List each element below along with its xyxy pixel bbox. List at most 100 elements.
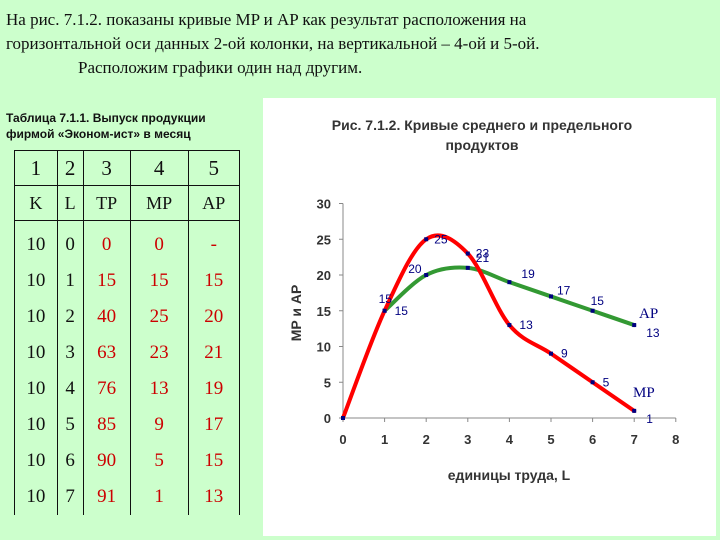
x-tick-label: 8 (672, 432, 679, 447)
data-label-mp: 9 (561, 347, 568, 361)
table-row: 10 2 40 25 20 (14, 299, 241, 335)
intro-line-3: Расположим графики один над другим. (78, 58, 363, 77)
data-label-mp: 5 (603, 375, 610, 389)
intro-text: На рис. 7.1.2. показаны кривые MP и AP к… (6, 8, 706, 80)
table-cell: 13 (187, 479, 241, 515)
table-cell: 6 (56, 443, 84, 479)
production-table: 1 2 3 4 5 K L TP MP AP 10 0 0 0-10 1 15 15 15 10… (14, 150, 241, 515)
table-row: 10 0 0 0- (14, 220, 241, 263)
curve-label-mp: MP (633, 385, 655, 401)
data-point-mp (590, 380, 595, 385)
data-point-mp (382, 308, 387, 313)
column-number: 1 (14, 150, 58, 186)
y-tick-label: 0 (324, 411, 331, 426)
data-label-ap: 17 (557, 283, 571, 297)
table-cell: 19 (187, 371, 241, 407)
data-point-mp (341, 416, 345, 420)
table-cell: - (187, 220, 241, 263)
data-label-ap: 20 (408, 262, 422, 276)
table-cell: 10 (14, 299, 58, 335)
column-header-tp: TP (82, 185, 131, 221)
table-cell: 5 (129, 443, 189, 479)
data-point-ap (424, 273, 429, 277)
table-cell: 21 (187, 335, 241, 371)
table-cell: 15 (187, 443, 241, 479)
intro-line-1: На рис. 7.1.2. показаны кривые MP и AP к… (6, 10, 527, 29)
table-cell: 10 (14, 443, 58, 479)
column-number-row: 1 2 3 4 5 (14, 150, 241, 186)
x-tick-label: 4 (506, 432, 514, 447)
data-point-ap (549, 294, 553, 299)
data-labels-layer: 15 20 21 19 17 15 13 15 25 23 13 9 5 1 (379, 232, 660, 426)
column-header-row: K L TP MP AP (14, 185, 241, 221)
table-cell: 0 (56, 220, 84, 263)
table-cell: 10 (14, 220, 58, 263)
table-cell: 10 (14, 335, 58, 371)
table-cell: 0 (82, 220, 131, 263)
intro-line-2: горизонтальной оси данных 2-ой колонки, … (6, 34, 540, 53)
table-cell: 40 (82, 299, 131, 335)
table-cell: 10 (14, 407, 58, 443)
data-point-mp (465, 251, 470, 256)
table-caption-line-1: Таблица 7.1.1. Выпуск продукции (6, 111, 206, 125)
table-cell: 63 (82, 335, 131, 371)
data-point-ap (590, 308, 595, 313)
y-tick-label: 5 (324, 375, 331, 390)
table-cell: 15 (187, 263, 241, 299)
data-label-mp: 13 (519, 318, 533, 332)
column-header-k: K (14, 185, 58, 221)
y-tick-label: 30 (317, 197, 331, 212)
table-caption: Таблица 7.1.1. Выпуск продукции фирмой «… (6, 110, 256, 142)
y-tick-label: 10 (317, 340, 331, 355)
column-header-ap: AP (187, 185, 241, 221)
column-number: 5 (187, 150, 241, 186)
column-header-l: L (56, 185, 84, 221)
data-label-ap: 15 (395, 304, 409, 318)
x-axis-label: единицы труда, L (448, 467, 571, 483)
table-cell: 1 (56, 263, 84, 299)
table-cell: 15 (129, 263, 189, 299)
data-label-ap: 21 (476, 251, 490, 265)
curve-label-ap: AP (639, 306, 658, 322)
data-point-mp (632, 408, 637, 413)
data-point-ap (465, 265, 470, 270)
table-row: 10 5 85 9 17 (14, 407, 241, 443)
data-label-mp: 25 (434, 232, 448, 246)
table-cell: 4 (56, 371, 84, 407)
table-cell: 17 (187, 407, 241, 443)
x-tick-label: 3 (464, 432, 471, 447)
data-label-mp: 23 (476, 247, 490, 261)
column-number: 4 (129, 150, 189, 186)
table-caption-line-2: фирмой «Эконом-ист» в месяц (6, 127, 191, 141)
table-cell: 15 (82, 263, 131, 299)
table-cell: 5 (56, 407, 84, 443)
data-point-mp (549, 351, 553, 356)
mp-ap-chart: Рис. 7.1.2. Кривые среднего и предельног… (288, 117, 680, 483)
y-tick-label: 20 (317, 268, 331, 283)
column-number: 2 (56, 150, 84, 186)
y-tick-label: 15 (317, 304, 331, 319)
table-cell: 25 (129, 299, 189, 335)
table-cell: 0 (129, 220, 189, 263)
table-body: 10 0 0 0-10 1 15 15 15 10 2 40 25 20 10 3 63 23 21 10 4 76 13… (14, 220, 241, 515)
table-cell: 7 (56, 479, 84, 515)
x-tick-label: 6 (589, 432, 596, 447)
chart-title-line-2: продуктов (445, 137, 518, 153)
data-label-mp: 1 (646, 412, 653, 426)
table-cell: 10 (14, 479, 58, 515)
x-tick-label: 5 (547, 432, 554, 447)
table-row: 10 4 76 13 19 (14, 371, 241, 407)
table-cell: 3 (56, 335, 84, 371)
data-point-ap (632, 323, 637, 328)
x-tick-label: 7 (631, 432, 638, 447)
data-label-mp: 15 (379, 292, 393, 306)
data-label-ap: 15 (591, 294, 605, 308)
table-row: 10 7 91 1 13 (14, 479, 241, 515)
column-header-mp: MP (129, 185, 189, 221)
table-cell: 20 (187, 299, 241, 335)
data-point-ap (507, 280, 512, 285)
table-cell: 76 (82, 371, 131, 407)
x-tick-label: 1 (381, 432, 388, 447)
data-point-mp (424, 237, 429, 242)
